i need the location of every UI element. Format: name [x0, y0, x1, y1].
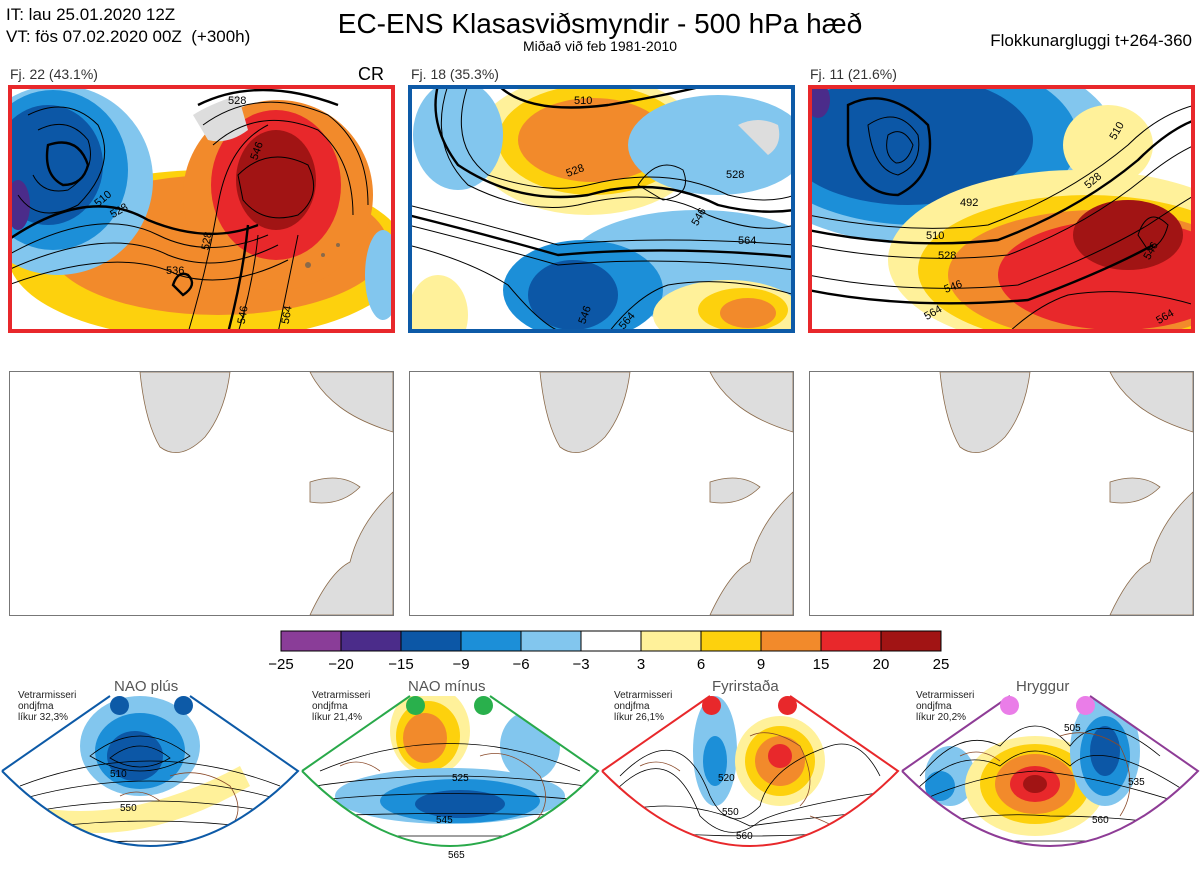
empty-map-1	[9, 371, 394, 616]
colorbar-tick-label: −20	[328, 656, 354, 673]
regime-contour-label: 520	[718, 773, 735, 784]
regime-contour-label: 560	[736, 831, 753, 842]
colorbar-swatch	[580, 630, 642, 652]
regime-dot	[174, 696, 193, 715]
regime-dot	[474, 696, 493, 715]
cluster-2-contour-label: 510	[574, 95, 593, 107]
colorbar-tick-label: 3	[636, 656, 646, 673]
regime-blocking: Vetrarmisseri ondjfma líkur 26,1% Fyrirsta…	[600, 676, 900, 871]
regime-contour-label: 560	[1092, 815, 1109, 826]
cluster-1-contour-label: 528	[228, 95, 247, 107]
colorbar-tick-label: −9	[452, 656, 470, 673]
cluster-1-map: 510 528 546 528 536 528 546 564	[8, 85, 395, 333]
colorbar-tick-label: −6	[512, 656, 530, 673]
regime-contour-label: 550	[120, 803, 137, 814]
regime-dot	[110, 696, 129, 715]
regime-dot	[702, 696, 721, 715]
cluster-3-label: Fj. 11 (21.6%)	[810, 66, 897, 82]
cluster-2-map: 510 528 546 564 528 546 564	[408, 85, 795, 333]
cluster-3-contour-label: 528	[938, 250, 957, 262]
regime-contour-label: 550	[722, 807, 739, 818]
colorbar-swatch	[820, 630, 882, 652]
cluster-1-frame	[8, 85, 395, 333]
regime-dot	[406, 696, 425, 715]
colorbar-swatch	[640, 630, 702, 652]
regime-title: NAO mínus	[408, 678, 486, 695]
header-times: IT: lau 25.01.2020 12Z VT: fös 07.02.202…	[6, 4, 250, 48]
regime-note: Vetrarmisseri ondjfma líkur 26,1%	[614, 690, 673, 723]
cluster-1-label: Fj. 22 (43.1%)	[10, 66, 98, 82]
colorbar-swatch	[400, 630, 462, 652]
regime-dot	[1000, 696, 1019, 715]
regime-contour-label: 545	[436, 815, 453, 826]
issue-time: IT: lau 25.01.2020 12Z	[6, 5, 176, 24]
cluster-window: Flokkunargluggi t+264-360	[990, 31, 1192, 50]
cluster-3-contour-label: 510	[926, 230, 945, 242]
regime-dot	[1076, 696, 1095, 715]
valid-time: VT: fös 07.02.2020 00Z (+300h)	[6, 27, 251, 46]
colorbar-tick-label: −15	[388, 656, 414, 673]
regime-note: Vetrarmisseri ondjfma líkur 32,3%	[18, 690, 77, 723]
regime-contour-label: 510	[110, 769, 127, 780]
cluster-1-tag: CR	[358, 64, 384, 84]
colorbar-swatch	[460, 630, 522, 652]
cluster-1-contour-label: 536	[166, 265, 185, 277]
regime-note: Vetrarmisseri ondjfma líkur 20,2%	[916, 690, 975, 723]
colorbar-swatch	[700, 630, 762, 652]
colorbar-swatches	[280, 630, 942, 652]
regime-contour-label: 565	[448, 850, 465, 861]
empty-map-2	[409, 371, 794, 616]
regime-contour-label: 505	[1064, 723, 1081, 734]
cluster-2-label: Fj. 18 (35.3%)	[411, 66, 499, 82]
regime-title: Fyrirstaða	[712, 678, 779, 695]
colorbar-tick-label: 6	[696, 656, 706, 673]
regime-ridge: Vetrarmisseri ondjfma líkur 20,2% Hryggur …	[900, 676, 1200, 871]
colorbar-swatch	[280, 630, 342, 652]
regime-note: Vetrarmisseri ondjfma líkur 21,4%	[312, 690, 371, 723]
regime-title: Hryggur	[1016, 678, 1070, 695]
page-title: EC-ENS Klasasviðsmyndir - 500 hPa hæð	[337, 8, 863, 39]
colorbar-tick-label: −3	[572, 656, 590, 673]
regime-nao-plus: Vetrarmisseri ondjfma líkur 32,3% NAO plús…	[0, 676, 300, 871]
empty-map-3	[809, 371, 1194, 616]
regime-nao-minus: Vetrarmisseri ondjfma líkur 21,4% NAO mínu…	[300, 676, 600, 871]
regime-dot	[778, 696, 797, 715]
regime-contour-label: 535	[1128, 777, 1145, 788]
cluster-3-frame	[808, 85, 1195, 333]
colorbar-tick-label: 15	[812, 656, 830, 673]
colorbar-tick-label: 9	[756, 656, 766, 673]
cluster-3-contour-label: 492	[960, 197, 979, 209]
colorbar-swatch	[520, 630, 582, 652]
colorbar-swatch	[880, 630, 942, 652]
cluster-2-contour-label: 564	[738, 235, 757, 247]
regime-contour-label: 525	[452, 773, 469, 784]
colorbar-swatch	[340, 630, 402, 652]
page-subtitle: Miðað við feb 1981-2010	[522, 38, 678, 54]
cluster-2-contour-label: 528	[726, 169, 745, 181]
colorbar-tick-label: 25	[932, 656, 950, 673]
colorbar-swatch	[760, 630, 822, 652]
regime-title: NAO plús	[114, 678, 179, 695]
cluster-3-map: 510 528 492 510 528 546 564 546 564	[808, 85, 1195, 333]
cluster-2-frame	[408, 85, 795, 333]
colorbar-tick-label: −25	[268, 656, 294, 673]
colorbar	[280, 630, 942, 657]
colorbar-tick-label: 20	[872, 656, 890, 673]
